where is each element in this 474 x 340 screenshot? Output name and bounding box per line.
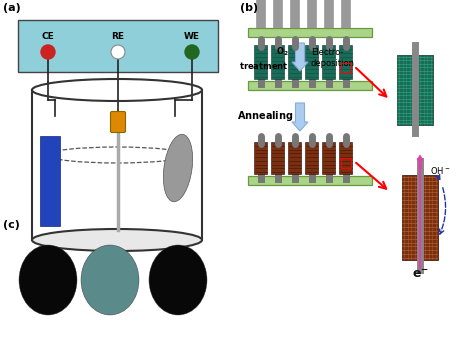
Text: $\mathbf{Annealing}$: $\mathbf{Annealing}$ [237,109,293,123]
FancyBboxPatch shape [397,55,433,125]
Ellipse shape [164,134,192,202]
FancyArrow shape [292,43,308,71]
FancyBboxPatch shape [18,20,218,72]
FancyBboxPatch shape [289,142,301,174]
Text: CE: CE [42,32,55,41]
Circle shape [111,45,125,59]
FancyBboxPatch shape [339,45,353,79]
FancyBboxPatch shape [402,175,438,260]
Text: (b): (b) [240,3,258,13]
Text: RE: RE [111,32,125,41]
Text: WE: WE [184,32,200,41]
FancyArrow shape [292,103,308,131]
Ellipse shape [32,229,202,251]
FancyBboxPatch shape [306,142,319,174]
Circle shape [185,45,199,59]
Circle shape [41,45,55,59]
FancyBboxPatch shape [248,28,372,37]
FancyBboxPatch shape [248,176,372,185]
Text: (a): (a) [3,3,21,13]
Text: $\mathbf{e^{-}}$: $\mathbf{e^{-}}$ [411,269,428,282]
Ellipse shape [19,245,77,315]
Ellipse shape [81,245,139,315]
FancyBboxPatch shape [255,45,267,79]
FancyBboxPatch shape [339,142,353,174]
Text: (c): (c) [3,220,20,230]
FancyArrow shape [417,155,423,169]
Text: OH$^-$: OH$^-$ [430,166,450,176]
Text: $\mathbf{O_2}$
$\mathbf{treatment}$: $\mathbf{O_2}$ $\mathbf{treatment}$ [239,45,289,71]
FancyBboxPatch shape [272,45,284,79]
FancyBboxPatch shape [255,142,267,174]
FancyBboxPatch shape [110,112,126,133]
FancyBboxPatch shape [322,142,336,174]
FancyBboxPatch shape [306,45,319,79]
FancyBboxPatch shape [40,136,60,226]
FancyBboxPatch shape [289,45,301,79]
FancyBboxPatch shape [272,142,284,174]
FancyBboxPatch shape [248,81,372,90]
Ellipse shape [149,245,207,315]
Text: Electro-
deposition: Electro- deposition [311,48,355,68]
FancyBboxPatch shape [322,45,336,79]
